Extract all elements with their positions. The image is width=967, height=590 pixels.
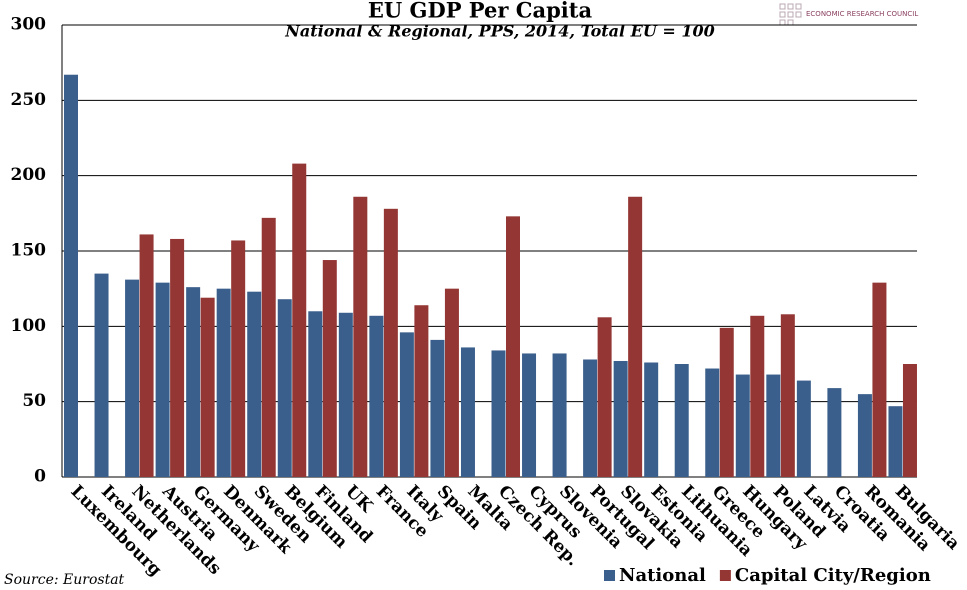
bar: [628, 196, 643, 477]
bar: [506, 216, 520, 477]
bar: [216, 288, 231, 477]
bar: [231, 240, 246, 477]
logo-text: ECONOMIC RESEARCH COUNCIL: [806, 10, 918, 18]
logo-icon: [779, 3, 802, 26]
y-tick-label: 200: [11, 165, 47, 185]
bar: [857, 394, 872, 477]
bar: [338, 312, 353, 477]
bar: [430, 339, 445, 477]
bar: [872, 282, 887, 477]
y-tick-label: 250: [11, 90, 47, 110]
bar: [597, 317, 612, 477]
bar: [414, 305, 429, 477]
bar: [460, 347, 475, 477]
source: Source: Eurostat: [4, 572, 125, 588]
bar: [277, 299, 292, 477]
bar: [292, 163, 307, 477]
bar: [94, 273, 109, 477]
bar: [705, 368, 720, 477]
bar: [170, 238, 185, 477]
bar: [399, 332, 414, 477]
bar: [735, 374, 750, 477]
bar: [766, 374, 781, 477]
bar: [369, 315, 384, 477]
bar: [64, 74, 78, 477]
legend-label: Capital City/Region: [735, 565, 931, 586]
bar: [139, 234, 154, 477]
bar: [750, 315, 765, 477]
bar: [353, 196, 368, 477]
bar: [186, 287, 201, 477]
bar: [644, 362, 659, 477]
bar: [552, 353, 567, 477]
y-tick-label: 0: [34, 467, 46, 487]
bar: [383, 208, 398, 477]
bar: [125, 279, 140, 477]
bar: [780, 314, 795, 477]
chart-subtitle: National & Regional, PPS, 2014, Total EU…: [284, 22, 715, 41]
bar: [888, 406, 903, 477]
bar: [247, 291, 262, 477]
bar: [796, 380, 811, 477]
bar: [522, 353, 537, 477]
y-tick-label: 100: [11, 316, 47, 336]
y-tick-label: 300: [11, 15, 47, 35]
bar: [155, 282, 170, 477]
bar: [719, 327, 734, 477]
bar: [613, 360, 628, 477]
bar: [674, 364, 689, 477]
bar: [491, 350, 506, 477]
y-tick-label: 50: [22, 391, 46, 411]
y-tick-label: 150: [11, 241, 47, 261]
bar: [583, 359, 598, 477]
bar: [308, 311, 323, 477]
chart-title: EU GDP Per Capita: [368, 0, 593, 23]
legend-swatch: [604, 570, 615, 581]
legend-swatch: [719, 570, 731, 581]
bar: [322, 260, 337, 477]
bar: [902, 364, 917, 477]
bar: [827, 388, 842, 477]
bar: [444, 288, 459, 477]
bar: [261, 217, 276, 477]
legend-label: National: [619, 565, 706, 586]
bar: [200, 297, 215, 477]
